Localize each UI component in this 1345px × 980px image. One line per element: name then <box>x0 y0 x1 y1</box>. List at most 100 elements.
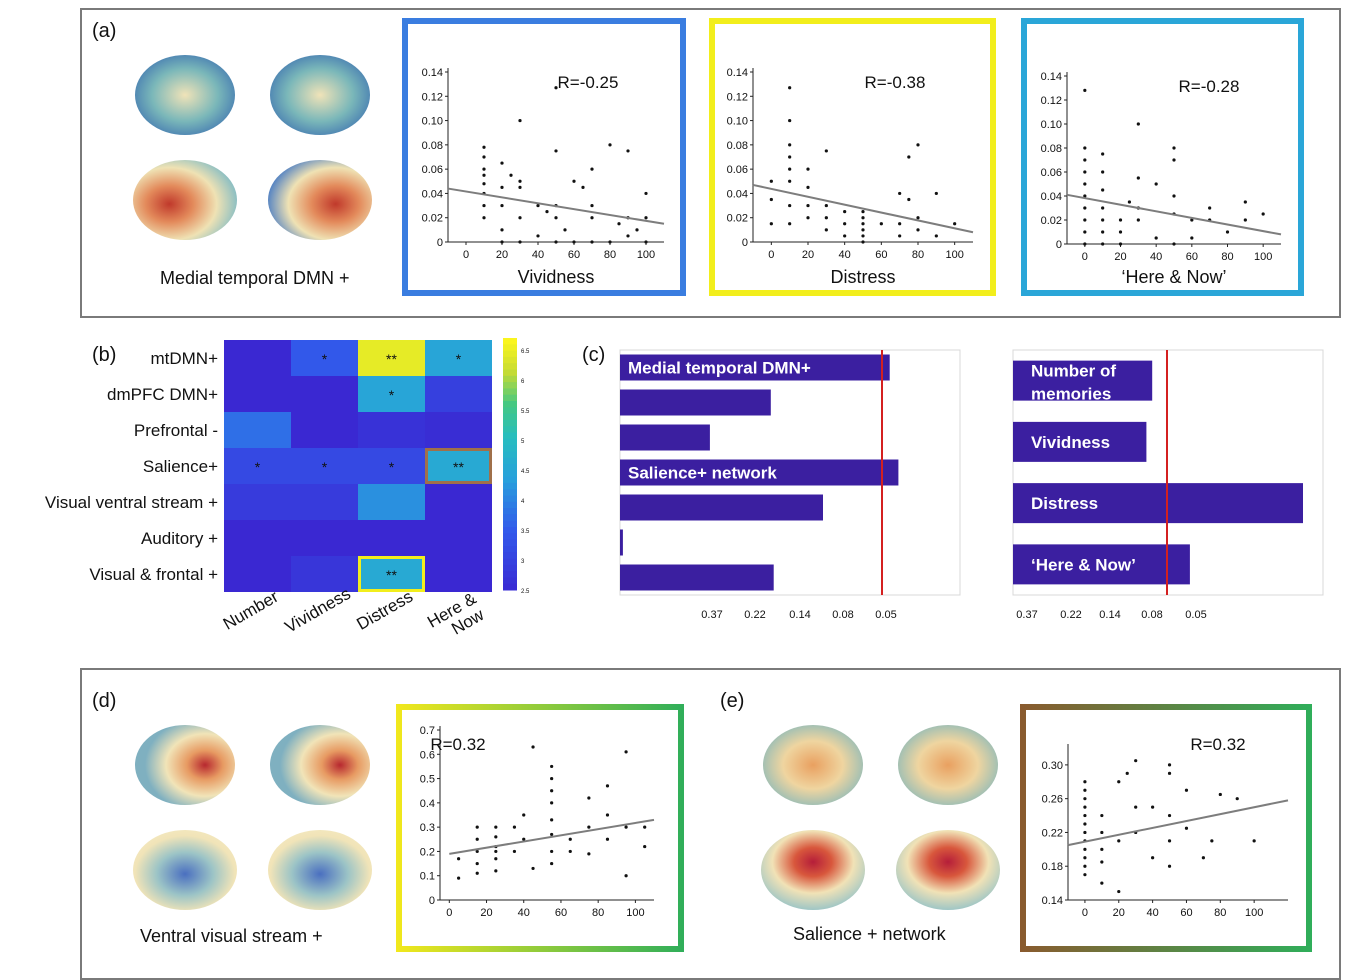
data-point <box>907 197 911 202</box>
data-point <box>1100 830 1104 835</box>
heatmap-cell <box>291 484 358 520</box>
heatmap-cell <box>358 412 425 448</box>
data-point <box>1134 759 1138 763</box>
scatter-distress: 0 0.02 0.04 0.06 0.08 0.10 0.12 0.14 0 20 40 60 80 10… <box>727 67 974 287</box>
colorbar-tick-label: 6 <box>521 379 525 385</box>
colorbar-segment <box>503 388 517 396</box>
colorbar-segment <box>503 577 517 585</box>
data-point <box>1101 242 1105 246</box>
data-point <box>536 234 540 238</box>
data-point <box>861 228 865 232</box>
data-point <box>550 789 554 793</box>
heatmap-cell <box>425 340 492 376</box>
colorbar-tick-label: 2.5 <box>521 589 530 595</box>
data-point <box>509 173 513 177</box>
x-tick-label: 0.37 <box>701 609 722 621</box>
data-point <box>512 849 517 854</box>
x-tick-label: 0 <box>1082 251 1088 263</box>
x-tick-label: 100 <box>945 249 963 261</box>
x-tick-label: 40 <box>532 249 544 261</box>
data-point <box>788 203 792 208</box>
y-tick-label: 0.30 <box>1042 760 1063 772</box>
significance-marker: ** <box>386 567 397 583</box>
data-point <box>1100 813 1104 818</box>
y-tick-label: 0.12 <box>1041 95 1062 107</box>
data-point <box>1172 194 1176 198</box>
colorbar-segment <box>503 419 517 427</box>
data-point <box>550 818 554 822</box>
y-tick-label: 0.04 <box>422 188 443 200</box>
colorbar-segment <box>503 527 517 534</box>
data-point <box>1083 206 1087 210</box>
data-point <box>536 203 540 208</box>
y-tick-label: 0.12 <box>422 91 443 103</box>
data-point <box>554 216 558 220</box>
x-tick-label: 20 <box>1113 907 1125 919</box>
data-point <box>587 796 591 800</box>
heatmap-cell <box>358 484 425 520</box>
bar-label: Number of memories <box>1031 362 1116 404</box>
heatmap-row-label: dmPFC DMN+ <box>107 385 218 404</box>
data-point <box>482 155 486 159</box>
heatmap-cell <box>291 376 358 412</box>
data-point <box>581 185 585 189</box>
data-point <box>644 216 648 220</box>
trend-line <box>449 818 655 855</box>
heatmap-cell <box>358 340 425 376</box>
data-point <box>788 179 792 183</box>
data-point <box>550 776 554 781</box>
colorbar-segment <box>503 363 517 370</box>
data-point <box>1210 839 1214 843</box>
scatter-vividness: 0 0.02 0.04 0.06 0.08 0.10 0.12 0.14 0 20 40 60 80 10… <box>422 67 665 287</box>
y-tick-label: 0.08 <box>727 140 748 152</box>
data-point <box>843 234 847 238</box>
data-point <box>1167 839 1172 843</box>
data-point <box>457 876 461 880</box>
y-tick-label: 0 <box>1056 239 1062 251</box>
x-tick-label: 40 <box>1146 907 1158 919</box>
data-point <box>1101 218 1105 222</box>
y-tick-label: 0.08 <box>1041 143 1062 155</box>
scatter-d-frame <box>396 704 684 952</box>
y-tick-label: 0.10 <box>422 116 443 128</box>
x-tick-label: 40 <box>839 249 851 261</box>
data-point <box>644 191 648 196</box>
significance-marker: * <box>322 459 328 475</box>
data-point <box>522 813 526 817</box>
data-point <box>1083 864 1087 868</box>
scatter-vividness-frame <box>402 18 686 296</box>
bar <box>620 354 890 381</box>
heatmap-cell <box>358 376 425 412</box>
data-point <box>626 234 630 238</box>
data-point <box>626 149 630 153</box>
y-tick-label: 0.02 <box>1041 215 1062 227</box>
data-point <box>788 118 792 123</box>
colorbar-tick-label: 3.5 <box>521 529 530 535</box>
x-tick-label: 0 <box>768 249 774 261</box>
data-point <box>635 228 639 232</box>
heatmap-cell <box>224 412 291 448</box>
data-point <box>861 240 865 244</box>
data-point <box>1100 881 1104 885</box>
bar-label: Distress <box>1031 494 1098 513</box>
colorbar-segment <box>503 407 517 415</box>
x-axis-label: Distress <box>514 944 579 946</box>
data-point <box>518 179 522 183</box>
correlation-label: R=-0.28 <box>1179 77 1240 96</box>
data-point <box>482 173 486 177</box>
highlight-salience-here-now <box>425 448 492 484</box>
x-tick-label: 100 <box>626 907 644 919</box>
data-point <box>934 234 938 238</box>
data-point <box>1243 218 1247 222</box>
data-point <box>457 857 461 861</box>
data-point <box>824 228 828 232</box>
y-tick-label: 0.22 <box>1042 827 1063 839</box>
x-tick-label: 60 <box>875 249 887 261</box>
brain-render-d <box>133 725 372 910</box>
scatter-here-now-frame <box>1021 18 1304 296</box>
significance-marker: * <box>389 387 395 403</box>
heatmap-row-label: Visual ventral stream + <box>45 493 218 512</box>
data-point <box>1261 212 1265 216</box>
bar <box>620 389 771 416</box>
colorbar-segment <box>503 457 517 465</box>
